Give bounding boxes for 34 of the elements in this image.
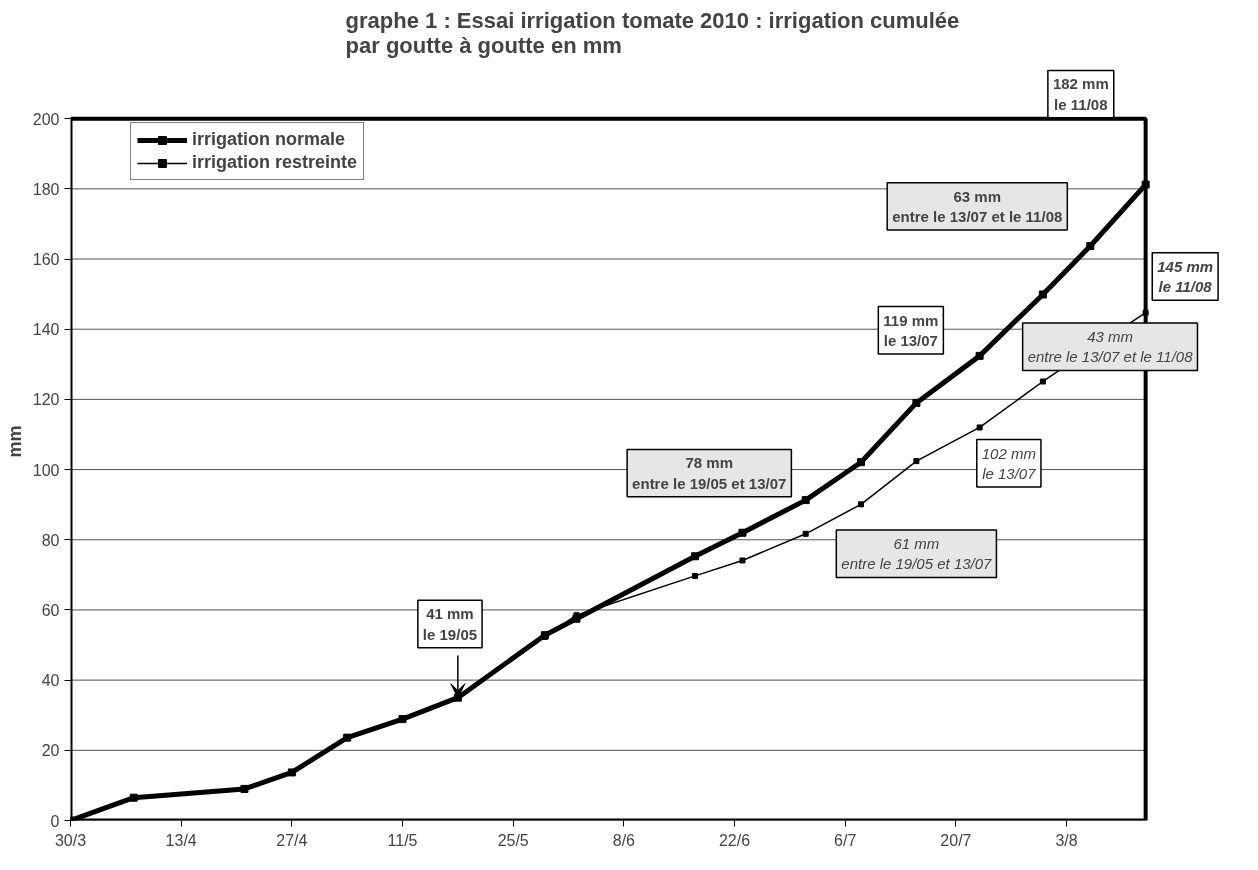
annotation: 63 mm entre le 13/07 et le 11/08 (892, 187, 1063, 226)
x-tick-label: 25/5 (497, 831, 529, 849)
x-tick-label: 6/7 (834, 831, 857, 849)
y-axis-title: mm (4, 425, 25, 458)
y-tick-label: 120 (32, 391, 60, 409)
x-tick-label: 3/8 (1055, 831, 1078, 849)
x-tick-label: 8/6 (612, 831, 636, 849)
x-tick-label: 27/4 (276, 831, 308, 849)
annotation: 61 mm entre le 19/05 et 13/07 (841, 535, 993, 573)
annotation: 102 mm le 13/07 (981, 444, 1037, 482)
x-tick-label: 22/6 (718, 831, 751, 849)
y-tick-label: 200 (32, 110, 60, 128)
chart-title: graphe 1 : Essai irrigation tomate 2010 : irrigation cumulée par goutte à goutte en mm (345, 7, 960, 58)
text: 182 mm le 11/08 (1052, 75, 1109, 113)
y-tick-label: 20 (41, 742, 60, 760)
y-tick-label: 40 (41, 672, 60, 690)
y-tick-label: 80 (41, 531, 60, 549)
legend-label: irrigation restreinte (192, 152, 358, 173)
x-tick-label: 30/3 (54, 831, 87, 849)
x-tick-label: 13/4 (165, 831, 197, 849)
x-tick-label: 20/7 (940, 831, 972, 849)
y-tick-label: 100 (32, 461, 60, 479)
text: 145 mm le 11/08 (1157, 257, 1214, 296)
annotation: 78 mm entre le 19/05 et 13/07 (632, 454, 787, 492)
legend-label: irrigation normale (192, 129, 346, 150)
y-tick-label: 160 (32, 251, 60, 269)
y-tick-label: 180 (32, 180, 60, 198)
y-tick-label: 60 (41, 601, 60, 619)
x-tick-label: 11/5 (387, 831, 418, 849)
annotation: 119 mm le 13/07 (883, 311, 939, 349)
y-tick-label: 0 (50, 812, 60, 830)
annotation: 41 mm le 19/05 (422, 605, 478, 643)
annotation: 43 mm entre le 13/07 et le 11/08 (1027, 328, 1194, 366)
y-tick-label: 140 (32, 321, 60, 339)
